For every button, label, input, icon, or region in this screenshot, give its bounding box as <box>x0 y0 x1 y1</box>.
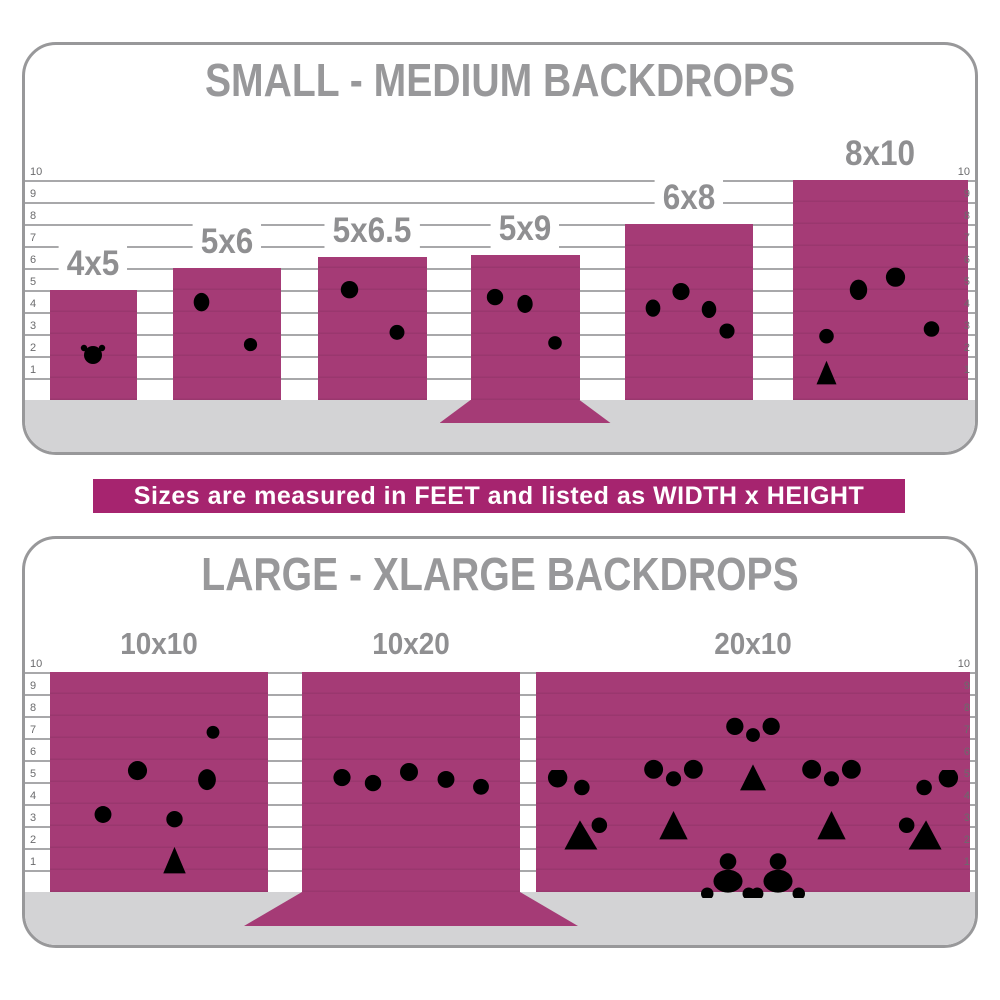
tick-left-4: 4 <box>30 298 37 310</box>
size-label-10x20: 10x20 <box>364 627 458 661</box>
tick-left-8: 8 <box>30 210 37 222</box>
tick-left-2: 2 <box>30 834 37 846</box>
tick-right-2: 2 <box>963 834 970 846</box>
large-xlarge-panel: LARGE - XLARGE BACKDROPS 1 1 2 2 3 3 4 4 5 5 6 6 7 7 8… <box>22 536 978 948</box>
silhouette-woman-child-5x6 <box>190 292 266 404</box>
size-label-20x10: 20x10 <box>706 627 800 661</box>
backdrop-bar-10x10 <box>50 672 268 892</box>
tick-left-1: 1 <box>30 856 37 868</box>
tick-right-8: 8 <box>963 210 970 222</box>
tick-right-3: 3 <box>963 812 970 824</box>
silhouette-men-group-10x20 <box>327 763 495 891</box>
tick-right-1: 1 <box>963 364 970 376</box>
tick-right-1: 1 <box>963 856 970 868</box>
backdrop-bar-4x5 <box>49 290 137 400</box>
tick-right-7: 7 <box>963 232 970 244</box>
tick-right-5: 5 <box>963 768 970 780</box>
tick-left-9: 9 <box>30 188 37 200</box>
silhouette-family-10x10 <box>92 725 228 895</box>
silhouette-group-6x8 <box>642 282 737 403</box>
backdrop-bar-5x6.5 <box>317 257 427 400</box>
backdrop-bar-5x6 <box>173 268 281 400</box>
measurement-note-banner: Sizes are measured in FEET and listed as… <box>93 479 905 513</box>
silhouette-cheerleaders-20x10 <box>547 717 959 898</box>
tick-right-7: 7 <box>963 724 970 736</box>
tick-right-2: 2 <box>963 342 970 354</box>
tick-right-3: 3 <box>963 320 970 332</box>
tick-left-7: 7 <box>30 724 37 736</box>
backdrop-bar-8x10 <box>792 180 968 400</box>
size-label-5x6: 5x6 <box>192 223 262 261</box>
tick-left-2: 2 <box>30 342 37 354</box>
tick-left-3: 3 <box>30 320 37 332</box>
tick-right-4: 4 <box>963 298 970 310</box>
tick-left-8: 8 <box>30 702 37 714</box>
size-label-4x5: 4x5 <box>58 245 128 283</box>
silhouette-family-5x9 <box>483 288 571 404</box>
tick-left-10: 10 <box>30 658 43 670</box>
gridline-9ft <box>25 202 975 204</box>
tick-left-9: 9 <box>30 680 37 692</box>
tick-left-1: 1 <box>30 364 37 376</box>
size-label-5x6.5: 5x6.5 <box>324 212 420 250</box>
tick-right-5: 5 <box>963 276 970 288</box>
large-xlarge-title: LARGE - XLARGE BACKDROPS <box>201 548 799 600</box>
tick-right-6: 6 <box>963 746 970 758</box>
tick-left-5: 5 <box>30 768 37 780</box>
size-label-10x10: 10x10 <box>112 627 206 661</box>
tick-right-9: 9 <box>963 188 970 200</box>
small-medium-title: SMALL - MEDIUM BACKDROPS <box>204 54 796 106</box>
silhouette-toddler-4x5 <box>72 344 114 403</box>
size-label-6x8: 6x8 <box>654 179 724 217</box>
floor-sweep-10x20 <box>244 892 578 926</box>
size-label-5x9: 5x9 <box>490 210 560 248</box>
tick-left-7: 7 <box>30 232 37 244</box>
tick-right-8: 8 <box>963 702 970 714</box>
tick-left-3: 3 <box>30 812 37 824</box>
backdrop-bar-6x8 <box>625 224 753 400</box>
tick-left-6: 6 <box>30 254 37 266</box>
tick-right-10: 10 <box>957 166 970 178</box>
tick-right-4: 4 <box>963 790 970 802</box>
size-label-8x10: 8x10 <box>836 135 924 173</box>
floor-sweep-5x9 <box>439 400 611 423</box>
tick-right-10: 10 <box>957 658 970 670</box>
silhouette-man-boy-5x6.5 <box>336 280 407 404</box>
tick-right-9: 9 <box>963 680 970 692</box>
tick-left-10: 10 <box>30 166 43 178</box>
tick-left-5: 5 <box>30 276 37 288</box>
silhouette-family-8x10 <box>816 267 942 404</box>
backdrop-bar-5x9 <box>470 255 580 400</box>
tick-left-4: 4 <box>30 790 37 802</box>
gridline-10ft <box>25 180 975 182</box>
tick-right-6: 6 <box>963 254 970 266</box>
small-medium-panel: SMALL - MEDIUM BACKDROPS 1 1 2 2 3 3 4 4 5 5 6 6 7 7 8… <box>22 42 978 455</box>
tick-left-6: 6 <box>30 746 37 758</box>
